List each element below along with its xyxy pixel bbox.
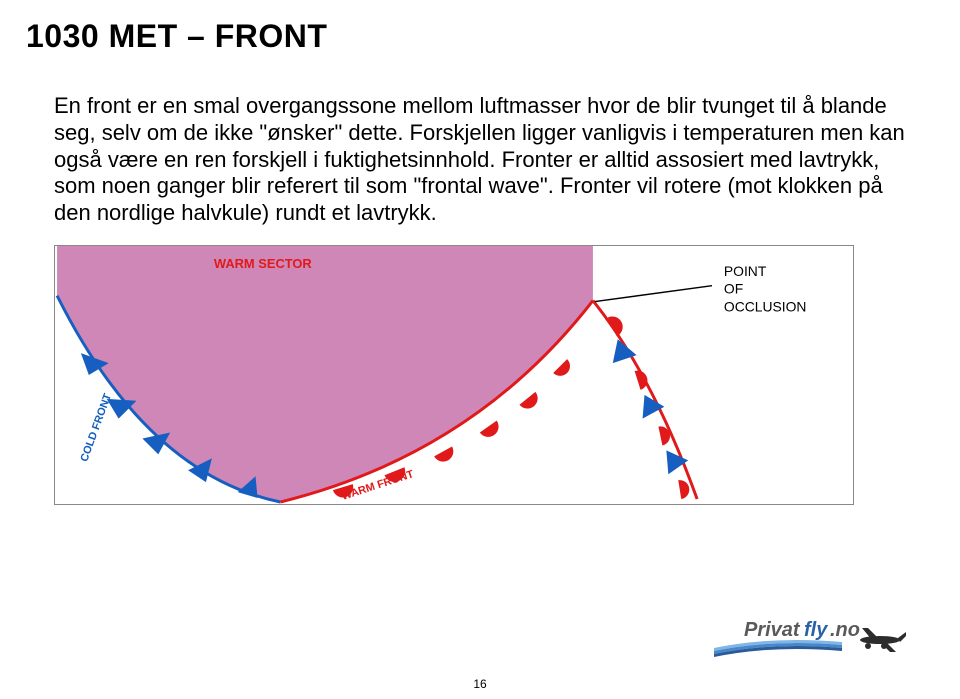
logo-plane-icon <box>860 628 906 652</box>
logo-bands <box>714 640 842 657</box>
svg-text:fly: fly <box>804 619 828 641</box>
svg-text:Privat: Privat <box>744 619 801 641</box>
page-title: 1030 MET – FRONT <box>26 18 910 55</box>
privatfly-logo: Privat fly .no <box>712 614 912 669</box>
warm-sector-label: WARM SECTOR <box>214 256 313 271</box>
front-diagram: WARM SECTOR COLD FRONT WARM FRONT POINT … <box>54 245 854 505</box>
svg-text:OCCLUSION: OCCLUSION <box>724 299 806 315</box>
svg-text:POINT: POINT <box>724 263 767 279</box>
svg-text:OF: OF <box>724 281 743 297</box>
body-paragraph: En front er en smal overgangssone mellom… <box>54 93 910 227</box>
svg-text:.no: .no <box>830 619 860 641</box>
page-number: 16 <box>473 677 486 691</box>
